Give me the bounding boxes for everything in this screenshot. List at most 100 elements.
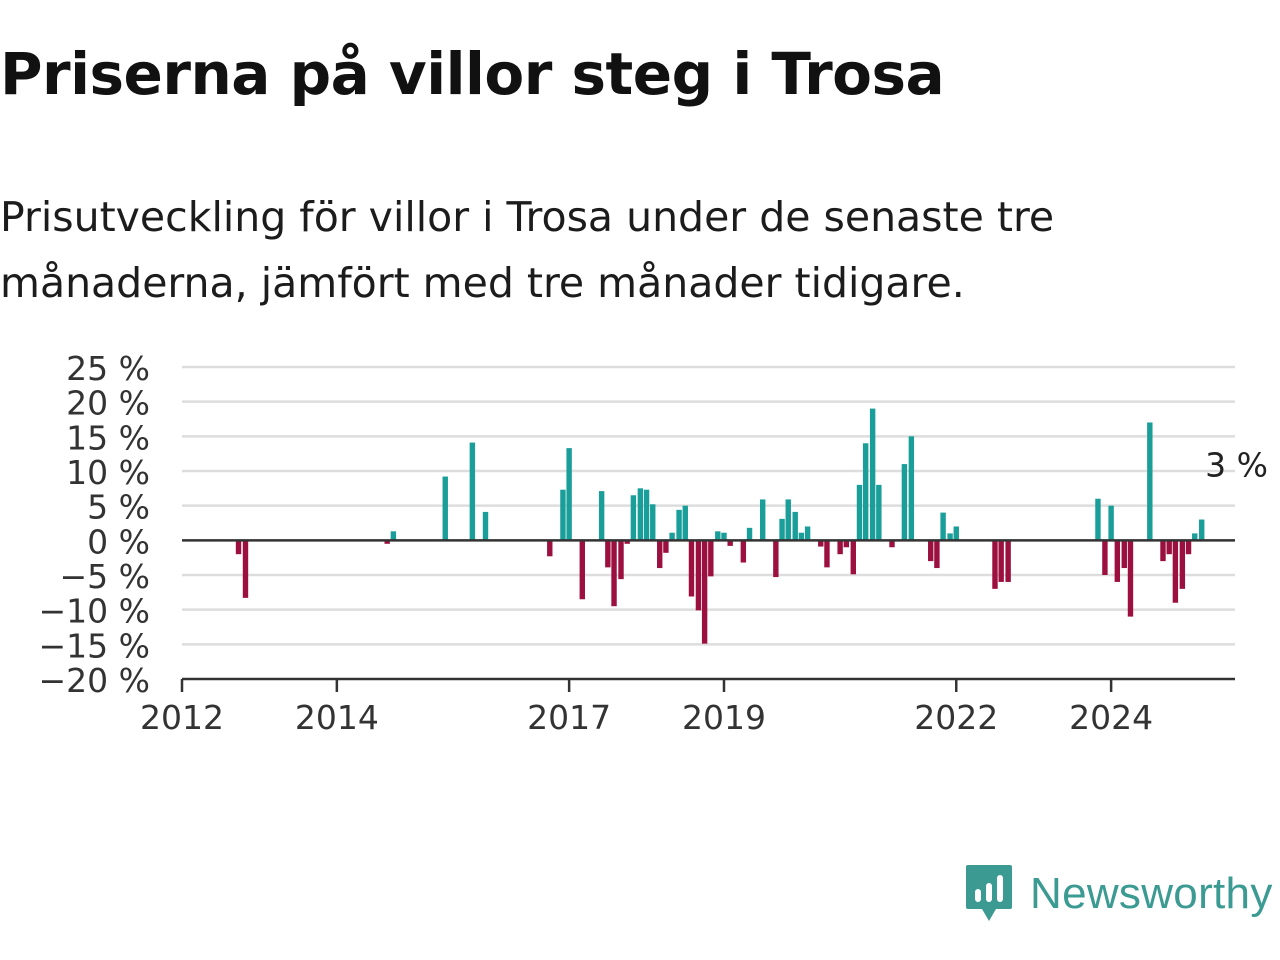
bar xyxy=(947,533,953,541)
bar xyxy=(618,540,624,580)
bar xyxy=(850,540,856,575)
bar xyxy=(804,526,811,541)
x-tick-label: 2019 xyxy=(682,698,766,737)
bar xyxy=(384,540,390,544)
bar xyxy=(235,540,242,555)
bar xyxy=(442,476,448,541)
bar xyxy=(876,484,882,541)
bar xyxy=(598,491,605,541)
bar xyxy=(637,488,644,541)
bar xyxy=(1147,422,1153,541)
bar xyxy=(482,511,489,541)
bar xyxy=(721,532,727,541)
y-tick-label: −10 % xyxy=(39,592,151,631)
y-tick-label: 20 % xyxy=(66,384,150,423)
bar xyxy=(862,443,869,541)
bar xyxy=(1185,540,1192,555)
y-tick-label: 15 % xyxy=(66,418,150,457)
bar xyxy=(889,540,895,548)
bar xyxy=(469,442,476,541)
chart-subtitle: Prisutveckling för villor i Trosa under … xyxy=(0,193,1055,307)
bar xyxy=(773,540,779,578)
bar xyxy=(798,532,805,541)
bar xyxy=(901,464,908,541)
bar xyxy=(682,505,688,541)
bar xyxy=(657,540,663,569)
bar xyxy=(630,495,637,541)
bar xyxy=(579,540,585,600)
bar xyxy=(992,540,998,589)
bar xyxy=(1108,505,1114,541)
bar xyxy=(650,504,656,541)
bar xyxy=(746,527,753,541)
bar xyxy=(242,540,249,598)
bar xyxy=(953,526,959,541)
bar xyxy=(818,540,824,547)
y-tick-label: 0 % xyxy=(87,522,150,561)
bar xyxy=(715,531,721,541)
y-tick-label: 25 % xyxy=(66,349,150,388)
tick-labels: 25 %20 %15 %10 %5 %0 %−5 %−10 %−15 %−20 … xyxy=(39,349,1268,737)
bar xyxy=(688,540,695,597)
bar xyxy=(566,448,572,541)
bar xyxy=(1179,540,1186,589)
newsworthy-logo-icon xyxy=(966,865,1012,921)
grid-lines xyxy=(182,365,1235,646)
bar xyxy=(760,499,766,541)
bar xyxy=(1192,533,1198,541)
bar xyxy=(934,540,940,569)
bar xyxy=(701,540,708,644)
bar xyxy=(708,540,714,577)
bar xyxy=(785,499,791,541)
bar xyxy=(928,540,934,562)
bar xyxy=(1199,519,1205,541)
bar xyxy=(727,540,733,546)
x-tick-label: 2012 xyxy=(140,698,224,737)
bar xyxy=(740,540,747,563)
bar xyxy=(560,489,566,541)
bar xyxy=(663,540,669,553)
bar xyxy=(908,436,915,541)
y-tick-label: −20 % xyxy=(39,661,151,700)
bar xyxy=(824,540,830,568)
y-tick-label: 10 % xyxy=(66,453,150,492)
newsworthy-brand[interactable]: Newsworthy xyxy=(964,862,1273,926)
bar xyxy=(611,540,617,607)
x-tick-label: 2022 xyxy=(914,698,998,737)
bar xyxy=(547,540,553,557)
y-tick-label: 5 % xyxy=(87,488,150,527)
bar xyxy=(856,484,863,541)
bar xyxy=(1172,540,1179,603)
bar xyxy=(695,540,702,611)
bar xyxy=(605,540,611,568)
bar xyxy=(1095,498,1101,541)
bar xyxy=(669,532,675,541)
bar xyxy=(1102,540,1108,575)
bar xyxy=(998,540,1004,582)
bar xyxy=(1121,540,1127,569)
bar xyxy=(1114,540,1121,582)
brand-name: Newsworthy xyxy=(1030,869,1273,918)
bars xyxy=(235,408,1205,644)
y-tick-label: −15 % xyxy=(39,626,151,665)
bar xyxy=(837,540,843,555)
bar xyxy=(940,512,946,541)
bar xyxy=(643,489,650,541)
chart-title: Priserna på villor steg i Trosa xyxy=(0,40,945,108)
bar xyxy=(843,540,850,548)
x-tick-label: 2014 xyxy=(295,698,379,737)
latest-value-annotation: 3 % xyxy=(1205,446,1268,485)
bar xyxy=(676,509,682,541)
x-tick-label: 2017 xyxy=(527,698,611,737)
bar xyxy=(390,531,397,541)
axes xyxy=(180,539,1235,692)
bar xyxy=(869,408,876,541)
bar xyxy=(792,511,798,541)
bar xyxy=(1160,540,1166,562)
bar-chart: 25 %20 %15 %10 %5 %0 %−5 %−10 %−15 %−20 … xyxy=(39,349,1268,737)
y-tick-label: −5 % xyxy=(60,557,151,596)
bar xyxy=(1166,540,1172,555)
bar xyxy=(624,540,630,544)
bar xyxy=(1127,540,1134,617)
bar xyxy=(779,518,785,541)
